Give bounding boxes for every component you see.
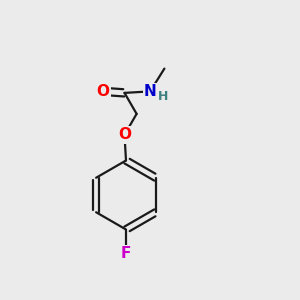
Text: N: N xyxy=(144,84,157,99)
Text: H: H xyxy=(158,90,168,103)
Text: F: F xyxy=(121,246,131,261)
Text: O: O xyxy=(97,84,110,99)
Text: O: O xyxy=(118,127,131,142)
